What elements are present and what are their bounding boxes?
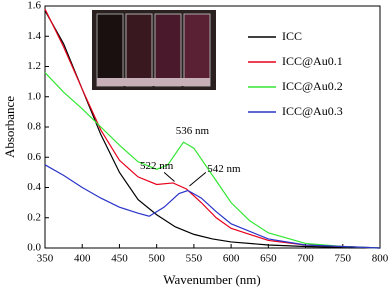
annotation: 536 nm xyxy=(176,125,210,137)
y-tick-label: 0.6 xyxy=(27,151,41,163)
series-line xyxy=(44,164,381,249)
y-tick-label: 1.2 xyxy=(27,60,41,72)
series-line xyxy=(44,10,381,249)
annotation: 542 nm xyxy=(207,163,241,175)
x-tick-label: 700 xyxy=(297,253,314,265)
legend-label: ICC@Au0.1 xyxy=(282,54,343,68)
annotation: 522 nm xyxy=(140,160,174,172)
series-line xyxy=(44,8,381,249)
x-tick-label: 800 xyxy=(372,253,389,265)
y-tick-label: 0.0 xyxy=(27,242,41,254)
arrow xyxy=(189,171,207,187)
x-tick-label: 650 xyxy=(260,253,277,265)
arrow xyxy=(163,171,175,182)
x-axis-label: Wavenumber (nm) xyxy=(163,272,261,287)
x-tick-label: 450 xyxy=(111,253,128,265)
x-tick-label: 500 xyxy=(148,253,165,265)
y-tick-label: 1.4 xyxy=(27,30,41,42)
series-line xyxy=(44,72,381,249)
x-tick-label: 750 xyxy=(335,253,352,265)
x-tick-label: 600 xyxy=(223,253,240,265)
y-tick-label: 0.8 xyxy=(27,121,41,133)
inset-photo xyxy=(92,10,216,90)
legend-label: ICC@Au0.3 xyxy=(282,104,343,118)
y-axis-label: Absorbance xyxy=(2,96,17,158)
x-tick-label: 400 xyxy=(74,253,91,265)
x-tick-label: 550 xyxy=(186,253,203,265)
y-tick-label: 0.4 xyxy=(27,181,41,193)
x-tick-label: 350 xyxy=(37,253,54,265)
y-tick-label: 1.6 xyxy=(27,0,41,12)
y-tick-label: 1.0 xyxy=(27,90,41,102)
legend-label: ICC@Au0.2 xyxy=(282,79,343,93)
legend-label: ICC xyxy=(282,29,302,43)
y-tick-label: 0.2 xyxy=(27,211,41,223)
